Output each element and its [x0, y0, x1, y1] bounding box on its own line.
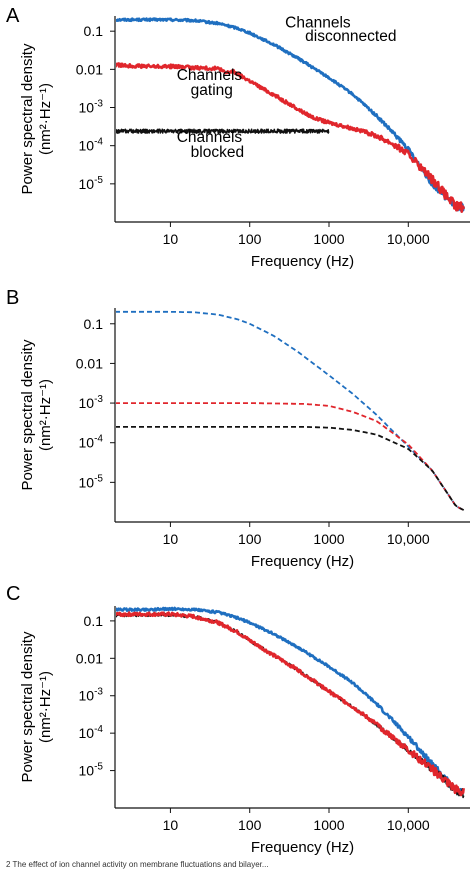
series-line-1: [116, 310, 465, 511]
series-line-2: [116, 612, 465, 799]
x-tick-label: 10: [163, 231, 179, 247]
y-axis-units: (nm²·Hz⁻¹): [37, 671, 54, 743]
x-tick-label: 10,000: [387, 817, 430, 833]
panel-label: C: [6, 583, 20, 605]
y-axis-label: Power spectral density: [19, 339, 36, 490]
x-tick-label: 100: [238, 231, 262, 247]
x-axis-label: Frequency (Hz): [251, 253, 354, 270]
y-tick-label: 0.1: [84, 613, 104, 629]
annotation-label: Channels: [285, 14, 351, 31]
chart-panel-b: B 10 100 1000 10,000 0.1 0.01 10-3 10-4 10-5 Frequ…: [6, 287, 470, 570]
panel-label: B: [6, 287, 19, 309]
series-line-3: [116, 128, 330, 134]
annotation-label: gating: [191, 82, 233, 99]
annotation-label: blocked: [191, 144, 244, 161]
x-tick-label: 10,000: [387, 531, 430, 547]
chart-panel-a: A 10 100 1000 10,000 0.1 0.01 10-3 10-4 10-5 Frequ…: [6, 5, 470, 270]
x-tick-label: 10: [163, 817, 179, 833]
x-tick-label: 1000: [313, 231, 344, 247]
series-line-3: [116, 426, 465, 511]
y-tick-label: 10-4: [79, 434, 104, 451]
y-tick-label: 0.1: [84, 23, 104, 39]
x-axis-label: Frequency (Hz): [251, 839, 354, 856]
y-axis-units: (nm²·Hz⁻¹): [37, 83, 54, 155]
y-tick-label: 10-4: [79, 724, 104, 741]
x-tick-label: 10,000: [387, 231, 430, 247]
y-tick-label: 10-4: [79, 137, 104, 154]
figure-caption: 2 The effect of ion channel activity on …: [6, 860, 269, 869]
y-tick-label: 0.1: [84, 316, 104, 332]
x-axis-label: Frequency (Hz): [251, 553, 354, 570]
x-tick-label: 10: [163, 531, 179, 547]
y-tick-label: 10-5: [79, 762, 104, 779]
chart-panel-c: C 10 100 1000 10,000 0.1 0.01 10-3 10-4 10-5 Frequ…: [6, 583, 470, 856]
x-tick-label: 1000: [313, 817, 344, 833]
x-tick-label: 100: [238, 817, 262, 833]
annotation-label: Channels: [177, 67, 243, 84]
y-axis-units: (nm²·Hz⁻¹): [37, 379, 54, 451]
x-tick-label: 1000: [313, 531, 344, 547]
x-tick-label: 100: [238, 531, 262, 547]
y-axis-label: Power spectral density: [19, 631, 36, 782]
panel-label: A: [6, 5, 20, 27]
series-line-1: [116, 17, 465, 212]
y-tick-label: 10-3: [79, 99, 104, 116]
y-tick-label: 0.01: [76, 650, 103, 666]
y-tick-label: 10-5: [79, 473, 104, 490]
y-tick-label: 10-3: [79, 394, 104, 411]
annotation-label: Channels: [177, 129, 243, 146]
y-tick-label: 0.01: [76, 61, 103, 77]
series-line-1: [116, 606, 465, 796]
series-line-3: [116, 611, 465, 797]
series-line-2: [116, 62, 465, 213]
series-line-2: [116, 402, 465, 511]
y-axis-label: Power spectral density: [19, 43, 36, 194]
y-tick-label: 0.01: [76, 355, 103, 371]
y-tick-label: 10-5: [79, 175, 104, 192]
y-tick-label: 10-3: [79, 687, 104, 704]
annotation-label: disconnected: [305, 28, 396, 45]
